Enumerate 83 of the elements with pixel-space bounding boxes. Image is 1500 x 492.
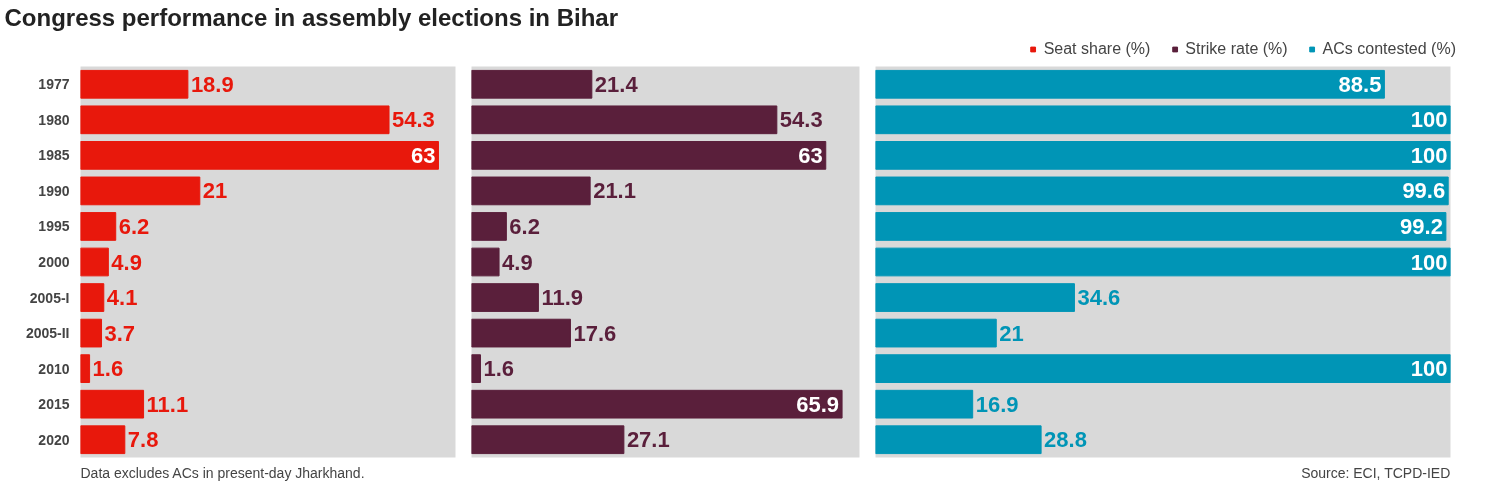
data-label: 63 — [798, 142, 823, 168]
data-label: 63 — [410, 142, 436, 168]
bar — [875, 141, 1451, 170]
data-label: 99.6 — [1402, 178, 1446, 204]
bar — [471, 354, 481, 383]
y-tick-label: 1990 — [38, 182, 70, 199]
data-label: 11.1 — [146, 391, 189, 417]
data-label: 54.3 — [779, 107, 823, 133]
bar — [80, 176, 201, 206]
legend-label: ACs contested (%) — [1322, 40, 1456, 58]
data-label: 3.7 — [104, 320, 136, 346]
bar — [875, 176, 1449, 206]
data-label: 7.8 — [127, 427, 159, 453]
legend-label: Strike rate (%) — [1185, 40, 1288, 58]
bar — [471, 105, 778, 135]
source-note: Source: ECI, TCPD-IED — [1301, 464, 1451, 481]
data-label: 100 — [1410, 249, 1448, 275]
bar — [80, 247, 109, 277]
y-tick-label: 2015 — [38, 396, 70, 413]
chart-title: Congress performance in assembly elections in Bihar — [4, 3, 619, 31]
bar — [875, 354, 1451, 383]
y-tick-label: 2005-I — [29, 289, 70, 306]
bar — [471, 283, 539, 312]
y-tick-label: 1977 — [38, 76, 70, 93]
data-label: 4.9 — [111, 249, 142, 275]
data-label: 1.6 — [92, 356, 124, 382]
bar — [875, 69, 1385, 99]
data-label: 100 — [1410, 142, 1448, 168]
data-label: 100 — [1410, 107, 1448, 133]
data-label: 1.6 — [483, 356, 515, 382]
bar — [471, 425, 625, 455]
bar — [80, 318, 103, 348]
data-label: 100 — [1410, 356, 1448, 382]
bar — [875, 283, 1075, 312]
bar — [80, 389, 145, 419]
data-label: 6.2 — [118, 213, 150, 239]
data-label: 21.4 — [594, 71, 639, 97]
data-label: 21.1 — [593, 178, 636, 204]
legend-label: Seat share (%) — [1043, 40, 1151, 58]
bar — [471, 176, 591, 206]
bar — [875, 425, 1042, 455]
y-tick-label: 2020 — [38, 431, 70, 448]
y-tick-label: 2010 — [38, 360, 70, 377]
bar — [80, 354, 91, 383]
data-label: 17.6 — [573, 320, 617, 346]
bar — [471, 318, 571, 348]
bar — [471, 212, 507, 241]
bar — [80, 425, 126, 455]
data-label: 27.1 — [626, 427, 670, 453]
y-tick-label: 2000 — [38, 254, 70, 270]
y-tick-label: 1985 — [38, 147, 70, 164]
bar — [875, 318, 997, 348]
data-label: 11.9 — [541, 285, 584, 311]
bar — [80, 105, 390, 135]
data-label: 34.6 — [1077, 285, 1121, 311]
data-label: 99.2 — [1400, 213, 1443, 239]
bar — [80, 212, 117, 241]
data-label: 16.9 — [975, 391, 1019, 417]
y-tick-label: 2005-II — [25, 325, 70, 342]
bar — [875, 105, 1451, 135]
bar — [471, 389, 843, 419]
bar — [80, 69, 189, 99]
data-label: 4.1 — [106, 285, 138, 311]
data-label: 88.5 — [1338, 71, 1382, 97]
bar — [875, 212, 1447, 241]
bar — [471, 141, 827, 170]
data-label: 4.9 — [502, 249, 533, 275]
bar — [875, 389, 974, 419]
y-tick-label: 1980 — [38, 111, 70, 128]
data-label: 28.8 — [1044, 427, 1087, 453]
bar — [80, 141, 439, 170]
data-label: 21 — [999, 320, 1024, 346]
data-label: 21 — [202, 178, 228, 204]
bar — [471, 247, 500, 277]
bar — [471, 69, 593, 99]
bar — [80, 283, 105, 312]
bar — [875, 247, 1451, 277]
text: Data excludes ACs in present-day Jharkhand. — [80, 464, 365, 481]
data-label: 54.3 — [392, 107, 435, 133]
data-label: 65.9 — [796, 391, 840, 417]
data-label: 6.2 — [509, 213, 540, 239]
y-tick-label: 1995 — [38, 218, 70, 235]
data-label: 18.9 — [190, 71, 234, 97]
